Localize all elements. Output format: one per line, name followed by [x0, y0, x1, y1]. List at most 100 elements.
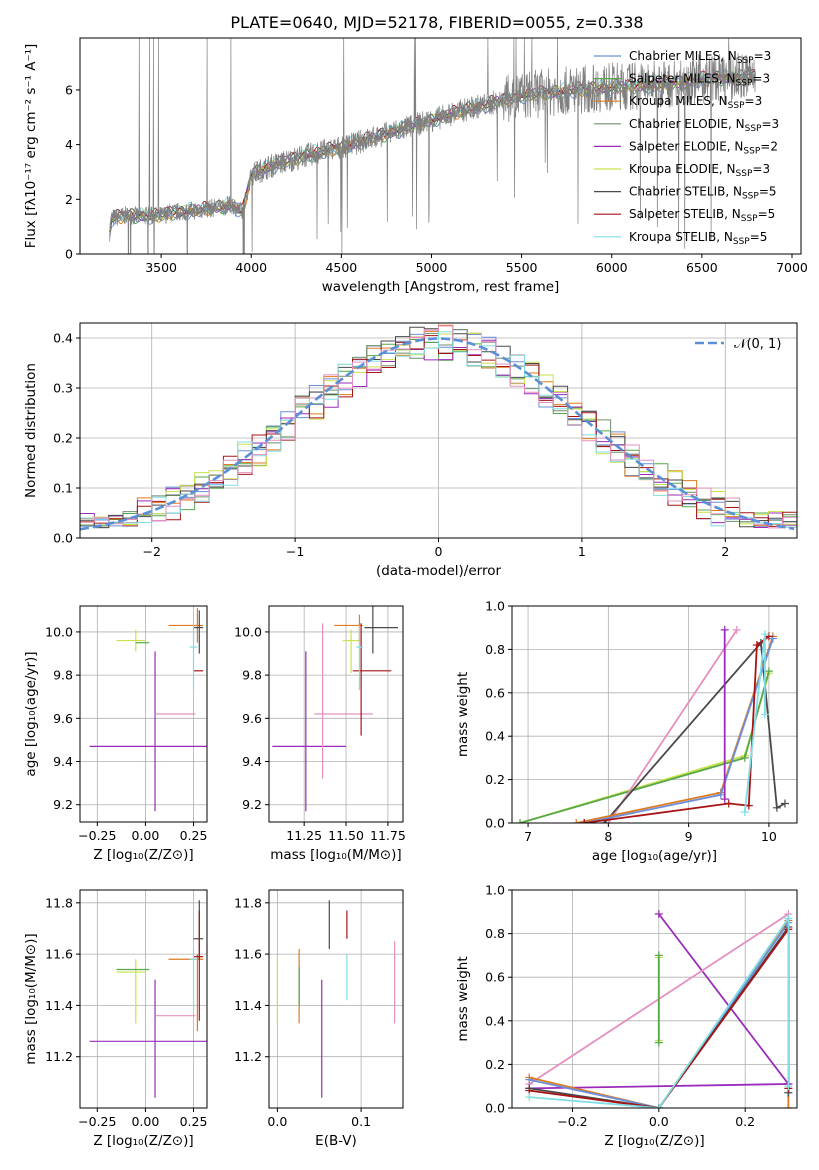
y-tick-label: 11.4 [45, 998, 73, 1013]
legend-entry: Chabrier ELODIE, NSSP=3 [629, 117, 779, 134]
figure-title: PLATE=0640, MJD=52178, FIBERID=0055, z=0… [230, 13, 643, 32]
mass-vs-Z-y-axis-label: mass [log₁₀(M/M⊙)] [23, 933, 39, 1064]
y-tick-label: 0.0 [485, 816, 505, 831]
y-tick-label: 2 [65, 192, 73, 207]
legend-entry: Kroupa ELODIE, NSSP=3 [629, 162, 770, 179]
y-tick-label: 9.8 [53, 668, 73, 683]
y-tick-label: 1.0 [485, 883, 505, 898]
y-tick-label: 0.8 [485, 926, 505, 941]
mass-vs-Z-axes-frame [79, 889, 208, 1109]
residuals-y-axis-label: Normed distribution [23, 363, 39, 498]
mass-weight-marker [784, 1082, 793, 1091]
x-tick-label: 0.25 [180, 828, 208, 843]
mass-weight-marker [768, 634, 777, 643]
x-tick-label: 3500 [145, 260, 177, 275]
mass-weight-marker [525, 1093, 534, 1102]
legend-entry: Salpeter MILES, NSSP=3 [629, 72, 770, 89]
x-tick-label: 6000 [596, 260, 628, 275]
y-tick-label: 0.0 [485, 1101, 505, 1116]
observed-spectrum-line [109, 38, 757, 254]
weight-vs-age-x-axis-label: age [log₁₀(age/yr)] [592, 848, 717, 864]
x-tick-label: 11.75 [370, 828, 406, 843]
weight-vs-age-axes-frame [511, 605, 798, 824]
x-tick-label: 7000 [776, 260, 808, 275]
mass-vs-EBV-x-axis-label: E(B-V) [315, 1133, 357, 1149]
mass-weight-marker [772, 803, 781, 812]
x-tick-label: 0.00 [132, 1114, 160, 1129]
y-tick-label: 11.6 [45, 947, 73, 962]
y-tick-label: 6 [65, 82, 73, 97]
mass-weight-marker [740, 753, 749, 762]
y-tick-label: 11.4 [234, 998, 262, 1013]
x-tick-label: 1 [578, 544, 586, 559]
y-tick-label: 0.2 [53, 431, 73, 446]
y-tick-label: 11.2 [45, 1049, 73, 1064]
y-tick-label: 0.0 [53, 531, 73, 546]
mass-weight-marker [780, 799, 789, 808]
mass-weight-marker [764, 667, 773, 676]
y-tick-label: 9.6 [242, 711, 262, 726]
x-tick-label: −1 [286, 544, 304, 559]
mass-weight-marker [654, 909, 663, 918]
weight-vs-Z-plot-area [512, 890, 797, 1108]
mass-weight-marker [760, 630, 769, 639]
mass-weight-line [658, 913, 790, 1085]
mass-weight-marker [740, 808, 749, 817]
y-tick-label: 9.2 [53, 797, 73, 812]
mass-weight-marker [654, 951, 663, 960]
weight-vs-Z-y-axis-label: mass weight [455, 956, 471, 1041]
y-tick-label: 10.0 [45, 624, 73, 639]
mass-vs-Z-x-axis-label: Z [log₁₀(Z/Z⊙)] [93, 1133, 193, 1149]
age-vs-Z-axes-frame [79, 605, 208, 823]
x-tick-label: 0.00 [132, 828, 160, 843]
mass-weight-marker [716, 790, 725, 799]
mass-weight-marker [654, 1104, 663, 1108]
x-tick-label: −2 [142, 544, 160, 559]
x-tick-label: 11.25 [286, 828, 322, 843]
age-vs-Z-plot-area [80, 606, 207, 822]
weight-vs-age-y-axis-label: mass weight [455, 672, 471, 757]
mass-weight-line [529, 915, 790, 1108]
legend-entry: 𝒩(0, 1) [734, 337, 781, 352]
mass-weight-marker [572, 819, 581, 823]
y-tick-label: 0.4 [485, 1013, 505, 1028]
spectrum-plot-area [109, 38, 757, 254]
y-tick-label: 9.4 [53, 754, 73, 769]
x-tick-label: 0.1 [351, 1114, 371, 1129]
residual-histogram-step [80, 325, 797, 529]
mass-weight-marker [760, 710, 769, 719]
y-tick-label: 0.4 [485, 729, 505, 744]
gaussian-reference-curve [80, 337, 795, 531]
y-tick-label: 9.8 [242, 668, 262, 683]
y-tick-label: 4 [65, 137, 73, 152]
y-tick-label: 11.8 [45, 895, 73, 910]
y-tick-label: 9.2 [242, 797, 262, 812]
legend-entry: Kroupa MILES, NSSP=3 [629, 94, 762, 111]
mass-weight-marker [724, 799, 733, 808]
x-tick-label: −0.25 [78, 828, 116, 843]
mass-weight-line [603, 640, 786, 823]
age-vs-mass-x-axis-label: mass [log₁₀(M/M⊙)] [270, 847, 401, 863]
legend-entry: Salpeter STELIB, NSSP=5 [629, 207, 775, 224]
x-tick-label: 0.25 [180, 1114, 208, 1129]
y-tick-label: 0.2 [485, 772, 505, 787]
y-tick-label: 0.2 [485, 1057, 505, 1072]
y-tick-label: 0.6 [485, 685, 505, 700]
residuals-x-axis-label: (data-model)/error [376, 563, 502, 579]
mass-weight-marker [580, 819, 589, 823]
legend-entry: Chabrier STELIB, NSSP=5 [629, 185, 777, 202]
mass-weight-marker [654, 1038, 663, 1047]
x-tick-label: 8 [604, 829, 612, 844]
age-vs-mass-axes-frame [268, 605, 404, 823]
mass-weight-marker [516, 819, 525, 823]
mass-weight-line [529, 922, 790, 1108]
spectrum-axes-frame [79, 37, 802, 255]
mass-weight-marker [720, 625, 729, 634]
x-tick-label: 10 [761, 829, 777, 844]
x-tick-label: 7 [524, 829, 532, 844]
y-tick-label: 9.6 [53, 711, 73, 726]
mass-weight-marker [784, 914, 793, 923]
weight-vs-Z-axes-frame [511, 889, 798, 1109]
mass-weight-marker [732, 625, 741, 634]
